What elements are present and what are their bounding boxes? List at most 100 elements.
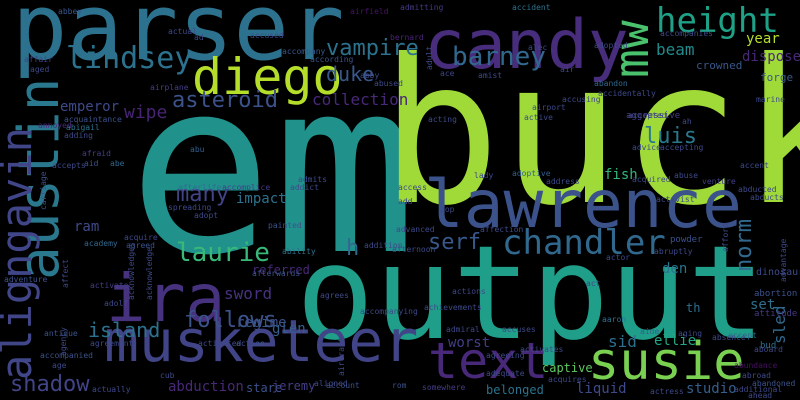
word-activist: activist xyxy=(656,195,695,204)
word-actions: actions xyxy=(452,287,486,296)
word-accepting: accepting xyxy=(660,143,704,152)
word-spreading: spreading xyxy=(168,203,212,212)
word-dinosaur: dinosaur xyxy=(756,267,800,278)
word-acknowledges: acknowledges xyxy=(127,242,136,300)
word-vampire: vampire xyxy=(326,36,419,61)
word-lawrence: lawrence xyxy=(424,166,742,243)
word-add: add xyxy=(398,197,413,206)
word-abbey: abbey xyxy=(58,7,83,16)
word-accept: accept xyxy=(728,331,757,340)
word-referred: referred xyxy=(252,263,310,277)
word-powder: powder xyxy=(670,235,703,245)
word-afford: afford xyxy=(721,223,730,252)
word-adoptive: adoptive xyxy=(512,169,551,178)
word-act: act xyxy=(586,279,601,288)
word-buck: buck xyxy=(380,17,800,250)
word-age: age xyxy=(52,361,67,370)
word-acquire: acquire xyxy=(124,233,158,242)
word-captive: captive xyxy=(542,361,593,375)
word-activates: activates xyxy=(520,345,564,354)
word-ad: ad xyxy=(194,33,204,42)
word-airplane: airplane xyxy=(150,83,189,92)
word-text: text xyxy=(428,332,549,390)
word-accomplice: accomplice xyxy=(222,183,271,192)
word-abandoned: abandoned xyxy=(752,379,796,388)
word-agreed: agreed xyxy=(126,241,155,250)
word-acquires: acquires xyxy=(548,375,587,384)
word-diego: diego xyxy=(192,48,343,106)
word-actual: actual xyxy=(168,27,197,36)
word-year: year xyxy=(746,31,780,47)
word-abducts: abducts xyxy=(750,193,784,202)
word-airfield: airfield xyxy=(350,7,389,16)
word-admiral: admiral xyxy=(446,325,480,334)
word-adopt: adopt xyxy=(194,211,219,220)
word-adult: adult xyxy=(425,45,434,70)
word-accusing: accusing xyxy=(562,95,601,104)
word-abundance: abundance xyxy=(734,361,778,370)
word-active: active xyxy=(524,113,553,122)
word-studio: studio xyxy=(686,381,737,397)
word-agreement: agreement xyxy=(90,339,134,348)
word-norm: norm xyxy=(732,219,757,272)
word-output: output xyxy=(296,217,766,369)
word-forge: forge xyxy=(760,71,794,84)
word-affair: affair xyxy=(24,55,53,64)
word-activated: activated xyxy=(198,339,242,348)
word-marine: marine xyxy=(756,95,785,104)
word-affection: affection xyxy=(480,225,524,234)
word-aligned: aligned xyxy=(314,379,348,388)
word-jeremy: jeremy xyxy=(272,379,316,393)
word-action: action xyxy=(236,339,265,348)
word-emperor: emperor xyxy=(60,99,120,115)
word-fish: fish xyxy=(604,167,638,183)
word-afterlife: afterlife xyxy=(178,183,222,192)
word-access: access xyxy=(398,183,427,192)
word-accent: accent xyxy=(740,161,769,170)
word-adventure: adventure xyxy=(4,275,48,284)
word-addition: addition xyxy=(364,241,403,250)
word-abortion: abortion xyxy=(754,289,798,299)
word-adequate: adequate xyxy=(486,369,525,378)
word-venture: venture xyxy=(702,177,736,186)
word-accidentally: accidentally xyxy=(598,89,656,98)
word-painted: painted xyxy=(268,221,302,230)
word-den: den xyxy=(662,261,688,277)
word-abuse: abuse xyxy=(674,171,699,180)
word-affect: affect xyxy=(61,259,70,288)
word-laurie: laurie xyxy=(176,238,270,268)
word-afraid: afraid xyxy=(82,149,111,158)
word-activate: activate xyxy=(90,281,129,290)
word-serf: serf xyxy=(428,230,481,255)
word-aligngavin: aligngavin xyxy=(0,127,41,380)
word-accompanies: accompanies xyxy=(660,29,713,38)
word-academy: academy xyxy=(84,239,118,248)
word-duke: duke xyxy=(326,62,375,86)
word-ah: ah xyxy=(682,117,692,126)
word-asteroid: asteroid xyxy=(172,88,278,113)
word-ahead: ahead xyxy=(748,391,773,400)
word-impact: impact xyxy=(236,191,287,207)
word-abe: abe xyxy=(110,159,125,168)
word-alec: alec xyxy=(528,43,548,52)
word-accompany: accompany xyxy=(282,47,326,56)
word-regime: regime xyxy=(236,315,287,331)
word-chandler: chandler xyxy=(502,223,666,263)
word-aged: aged xyxy=(30,65,50,74)
word-liquid: liquid xyxy=(576,381,627,397)
word-candy: candy xyxy=(424,6,629,85)
word-worst: worst xyxy=(448,335,491,351)
word-h: h xyxy=(346,236,360,261)
word-th: th xyxy=(686,301,701,315)
word-bernard: bernard xyxy=(390,33,424,42)
word-air: air xyxy=(560,65,575,74)
word-agency: agency xyxy=(59,327,68,356)
word-antique: antique xyxy=(44,329,78,338)
word-airport: airport xyxy=(532,103,566,112)
word-crowned: crowned xyxy=(696,59,743,72)
word-acquaintance: acquaintance xyxy=(64,115,122,124)
word-glen: glen xyxy=(272,321,306,337)
word-pop: pop xyxy=(440,205,455,214)
word-amist: amist xyxy=(478,71,503,80)
word-accident: accident xyxy=(512,3,551,12)
